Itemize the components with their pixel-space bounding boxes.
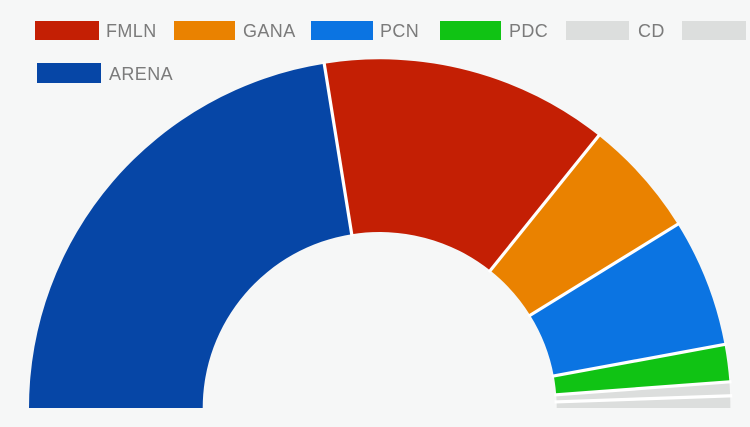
svg-text:PCN: PCN: [380, 21, 419, 41]
svg-text:GANA: GANA: [243, 21, 296, 41]
svg-text:CD: CD: [638, 21, 665, 41]
svg-text:ARENA: ARENA: [109, 64, 173, 84]
svg-text:FMLN: FMLN: [106, 21, 157, 41]
svg-text:PDC: PDC: [509, 21, 548, 41]
